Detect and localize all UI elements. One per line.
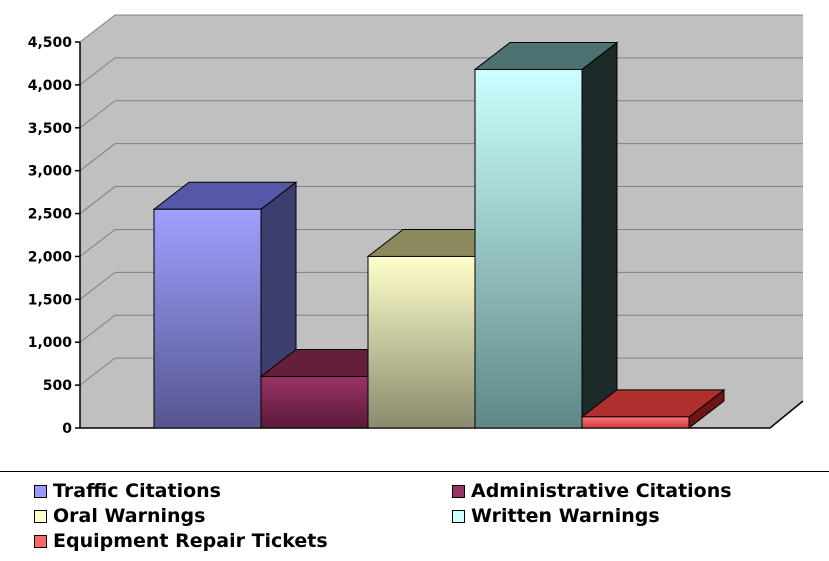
bar-front	[474, 68, 583, 429]
legend-swatch	[34, 534, 47, 548]
legend-divider	[0, 471, 829, 472]
legend-item: Written Warnings	[452, 505, 660, 527]
bar-chart: 4,500 4,000 3,500 3,000 2,500 2,000 1,500 1,000…	[28, 14, 804, 437]
legend-label: Equipment Repair Tickets	[53, 530, 328, 552]
bar-front	[367, 255, 476, 429]
y-tick-label: 2,000	[28, 249, 73, 265]
legend-swatch	[452, 509, 465, 523]
bar	[580, 388, 726, 430]
legend-label: Administrative Citations	[471, 480, 732, 502]
bar-side	[581, 41, 618, 430]
gridline	[79, 14, 803, 43]
y-tick-label: 1,000	[28, 335, 73, 351]
y-tick-label: 0	[62, 421, 72, 437]
legend-swatch	[34, 484, 47, 498]
legend-item: Traffic Citations	[34, 480, 221, 502]
y-tick-label: 500	[43, 378, 72, 394]
legend-swatch	[34, 509, 47, 523]
y-tick-label: 4,000	[28, 78, 73, 94]
y-tick-label: 4,500	[28, 35, 73, 51]
y-tick-label: 3,000	[28, 164, 73, 180]
legend-item: Oral Warnings	[34, 505, 205, 527]
legend-swatch	[452, 484, 465, 498]
legend-label: Written Warnings	[471, 505, 660, 527]
bar	[473, 41, 619, 430]
y-tick-label: 2,500	[28, 207, 73, 223]
legend-item: Equipment Repair Tickets	[34, 530, 328, 552]
y-tick-label: 1,500	[28, 292, 73, 308]
legend-item: Administrative Citations	[452, 480, 732, 502]
bar-front	[260, 376, 369, 429]
legend-label: Traffic Citations	[53, 480, 221, 502]
y-tick-label: 3,500	[28, 121, 73, 137]
legend-label: Oral Warnings	[53, 505, 206, 527]
bar-front	[581, 416, 690, 429]
bar-front	[153, 208, 262, 429]
